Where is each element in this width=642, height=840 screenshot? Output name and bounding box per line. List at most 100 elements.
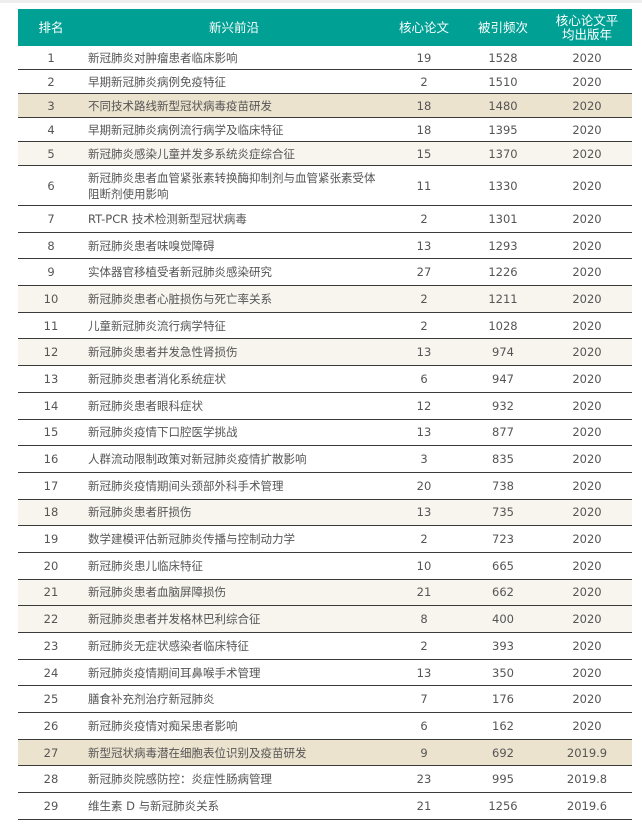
cell-avg-year: 2020 (542, 312, 632, 340)
cell-rank: 4 (18, 117, 84, 142)
cell-citations: 1370 (464, 141, 542, 166)
table-row: 29 维生素 D 与新冠肺炎关系 21 1256 2019.6 (18, 792, 632, 820)
cell-topic: 膳食补充剂治疗新冠肺炎 (84, 685, 384, 714)
cell-core-papers: 18 (384, 93, 464, 118)
cell-avg-year: 2020 (542, 69, 632, 94)
cell-citations: 176 (464, 685, 542, 714)
cell-rank: 7 (18, 205, 84, 233)
table-row: 24 新冠肺炎疫情期间耳鼻喉手术管理 13 350 2020 (18, 659, 632, 687)
cell-core-papers: 3 (384, 445, 464, 473)
cell-citations: 947 (464, 365, 542, 393)
cell-topic: 新冠肺炎患者血脑屏障损伤 (84, 579, 384, 607)
table-row: 6 新冠肺炎患者血管紧张素转换酶抑制剂与血管紧张素受体阻断剂使用影响 11 1330 2… (18, 165, 632, 206)
cell-avg-year: 2019.6 (542, 792, 632, 820)
table-row: 27 新型冠状病毒潜在细胞表位识别及疫苗研发 9 692 2019.9 (18, 739, 632, 767)
cell-core-papers: 6 (384, 365, 464, 393)
cell-citations: 692 (464, 739, 542, 767)
table-row: 18 新冠肺炎患者肝损伤 13 735 2020 (18, 499, 632, 527)
cell-avg-year: 2019.9 (542, 739, 632, 767)
cell-avg-year: 2020 (542, 392, 632, 420)
cell-topic: RT-PCR 技术检测新型冠状病毒 (84, 205, 384, 233)
top-divider (0, 0, 642, 3)
cell-citations: 738 (464, 472, 542, 500)
table-row: 19 数学建模评估新冠肺炎传播与控制动力学 2 723 2020 (18, 525, 632, 553)
cell-topic: 新冠肺炎患者消化系统症状 (84, 365, 384, 393)
cell-rank: 28 (18, 765, 84, 794)
cell-core-papers: 2 (384, 525, 464, 553)
table-row: 1 新冠肺炎对肿瘤患者临床影响 19 1528 2020 (18, 46, 632, 70)
cell-citations: 1293 (464, 232, 542, 260)
cell-citations: 995 (464, 765, 542, 794)
cell-core-papers: 13 (384, 232, 464, 260)
cell-rank: 16 (18, 445, 84, 473)
cell-topic: 新冠肺炎院感防控：炎症性肠病管理 (84, 765, 384, 794)
cell-rank: 11 (18, 312, 84, 340)
cell-avg-year: 2020 (542, 165, 632, 206)
cell-citations: 350 (464, 659, 542, 687)
cell-citations: 1528 (464, 46, 542, 70)
cell-core-papers: 2 (384, 632, 464, 660)
cell-citations: 1395 (464, 117, 542, 142)
cell-core-papers: 7 (384, 685, 464, 714)
cell-topic: 新冠肺炎患者眼科症状 (84, 392, 384, 420)
table-row: 26 新冠肺炎疫情对痴呆患者影响 6 162 2020 (18, 712, 632, 740)
header-avg-year: 核心论文平均出版年 (542, 9, 632, 46)
table-row: 25 膳食补充剂治疗新冠肺炎 7 176 2020 (18, 685, 632, 714)
cell-rank: 22 (18, 605, 84, 633)
cell-avg-year: 2020 (542, 205, 632, 233)
table-row: 21 新冠肺炎患者血脑屏障损伤 21 662 2020 (18, 579, 632, 607)
header-core-papers: 核心论文 (384, 9, 464, 46)
cell-avg-year: 2020 (542, 419, 632, 447)
cell-rank: 21 (18, 579, 84, 607)
cell-topic: 早期新冠肺炎病例免疫特征 (84, 69, 384, 94)
cell-avg-year: 2019.8 (542, 765, 632, 794)
cell-topic: 不同技术路线新型冠状病毒疫苗研发 (84, 93, 384, 118)
cell-core-papers: 13 (384, 659, 464, 687)
cell-citations: 662 (464, 579, 542, 607)
cell-topic: 新冠肺炎患者并发急性肾损伤 (84, 338, 384, 367)
table-row: 5 新冠肺炎感染儿童并发多系统炎症综合征 15 1370 2020 (18, 141, 632, 166)
cell-topic: 新冠肺炎疫情期间耳鼻喉手术管理 (84, 659, 384, 687)
table-row: 4 早期新冠肺炎病例流行病学及临床特征 18 1395 2020 (18, 117, 632, 142)
cell-core-papers: 9 (384, 739, 464, 767)
cell-rank: 15 (18, 419, 84, 447)
cell-citations: 1510 (464, 69, 542, 94)
cell-topic: 新冠肺炎患者血管紧张素转换酶抑制剂与血管紧张素受体阻断剂使用影响 (84, 165, 384, 206)
cell-citations: 1226 (464, 258, 542, 287)
cell-rank: 25 (18, 685, 84, 714)
cell-topic: 新冠肺炎患者并发格林巴利综合征 (84, 605, 384, 633)
cell-avg-year: 2020 (542, 632, 632, 660)
cell-topic: 新冠肺炎疫情期间头颈部外科手术管理 (84, 472, 384, 500)
cell-citations: 974 (464, 338, 542, 367)
cell-rank: 8 (18, 232, 84, 260)
cell-topic: 新冠肺炎患者肝损伤 (84, 499, 384, 527)
cell-avg-year: 2020 (542, 445, 632, 473)
cell-citations: 1256 (464, 792, 542, 820)
table-row: 7 RT-PCR 技术检测新型冠状病毒 2 1301 2020 (18, 205, 632, 233)
cell-topic: 早期新冠肺炎病例流行病学及临床特征 (84, 117, 384, 142)
cell-core-papers: 15 (384, 141, 464, 166)
cell-rank: 19 (18, 525, 84, 553)
cell-topic: 实体器官移植受者新冠肺炎感染研究 (84, 258, 384, 287)
cell-rank: 9 (18, 258, 84, 287)
cell-rank: 27 (18, 739, 84, 767)
cell-topic: 新冠肺炎无症状感染者临床特征 (84, 632, 384, 660)
cell-rank: 3 (18, 93, 84, 118)
cell-citations: 723 (464, 525, 542, 553)
cell-core-papers: 2 (384, 205, 464, 233)
cell-rank: 20 (18, 552, 84, 580)
table-row: 28 新冠肺炎院感防控：炎症性肠病管理 23 995 2019.8 (18, 765, 632, 794)
cell-avg-year: 2020 (542, 285, 632, 313)
cell-avg-year: 2020 (542, 338, 632, 367)
table-row: 13 新冠肺炎患者消化系统症状 6 947 2020 (18, 365, 632, 393)
cell-core-papers: 2 (384, 312, 464, 340)
cell-citations: 400 (464, 605, 542, 633)
cell-avg-year: 2020 (542, 365, 632, 393)
cell-citations: 1028 (464, 312, 542, 340)
cell-core-papers: 20 (384, 472, 464, 500)
cell-rank: 10 (18, 285, 84, 313)
table-row: 12 新冠肺炎患者并发急性肾损伤 13 974 2020 (18, 338, 632, 367)
cell-core-papers: 8 (384, 605, 464, 633)
table-row: 22 新冠肺炎患者并发格林巴利综合征 8 400 2020 (18, 605, 632, 633)
table-row: 17 新冠肺炎疫情期间头颈部外科手术管理 20 738 2020 (18, 472, 632, 500)
